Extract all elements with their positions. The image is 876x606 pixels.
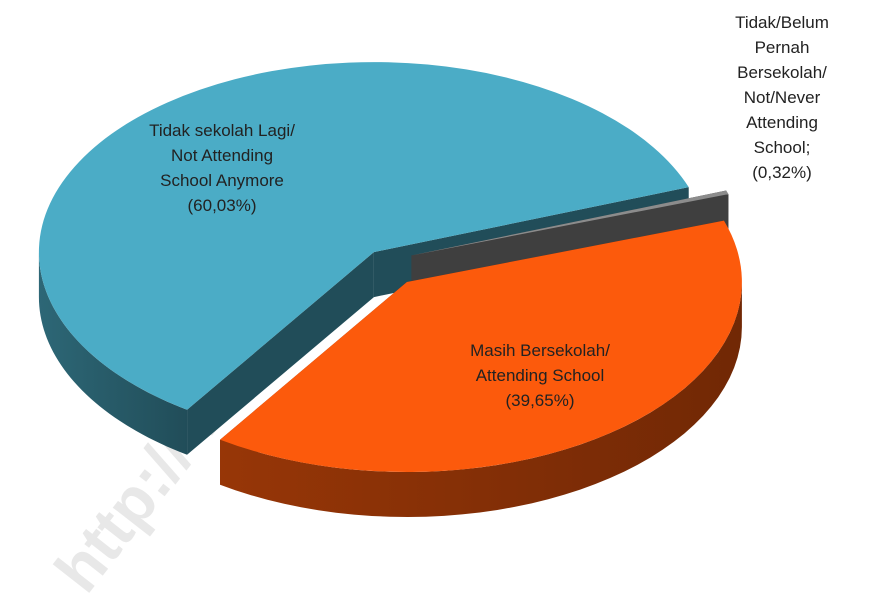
slice [38,62,689,410]
page: {"chart_data": {"type": "pie3d", "waterm… [38,10,829,605]
chart [38,62,742,517]
category-label: Tidak sekolah Lagi/ Not Attending School… [149,121,295,190]
value-label: (0,32%) [752,163,812,182]
slice-side [220,282,742,517]
category-label: Masih Bersekolah/ Attending School [470,341,610,385]
value-label: (39,65%) [505,391,575,410]
slice-label: Tidak/Belum Pernah Bersekolah/ Not/Never… [735,10,829,185]
slice [220,220,742,473]
category-label: Tidak/Belum Pernah Bersekolah/ Not/Never… [735,13,829,157]
slice-label: Masih Bersekolah/ Attending School (39,65… [470,338,610,413]
slice-label: Tidak sekolah Lagi/ Not Attending School… [149,118,295,218]
value-label: (60,03%) [187,196,257,215]
slice-side [38,252,188,455]
slice-wall [187,252,374,455]
slice [411,190,729,256]
